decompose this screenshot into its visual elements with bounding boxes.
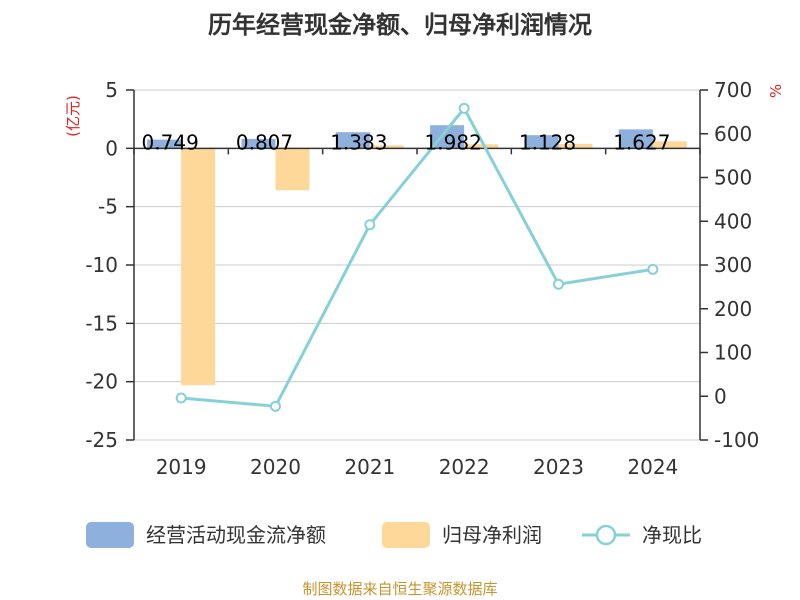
bar-series xyxy=(147,125,687,386)
left-axis-tick-label: -15 xyxy=(85,311,118,335)
legend-swatch-net-profit xyxy=(382,522,430,548)
legend-swatch-cashflow xyxy=(86,522,134,548)
x-axis-tick-label: 2022 xyxy=(439,455,490,479)
point-cash-ratio xyxy=(458,102,470,114)
bar-cashflow xyxy=(241,138,276,149)
data-labels: 0.749 0.807 1.383 1.982 1.128 1.627 xyxy=(142,130,671,154)
bar-cashflow xyxy=(335,132,370,149)
x-axis-tick-label: 2020 xyxy=(250,455,301,479)
x-axis-tick-label: 2019 xyxy=(156,455,207,479)
data-label-cashflow: 1.627 xyxy=(613,130,670,154)
left-axis-tick-label: -10 xyxy=(85,253,118,277)
point-cash-ratio xyxy=(175,392,187,404)
x-axis-tick-label: 2024 xyxy=(627,455,678,479)
right-axis-tick-label: 100 xyxy=(714,341,752,365)
legend-label-cashflow: 经营活动现金流净额 xyxy=(146,523,326,547)
bar-net-profit xyxy=(369,145,404,149)
x-axis-tick-label: 2023 xyxy=(533,455,584,479)
right-axis-tick-label: 700 xyxy=(714,78,752,102)
point-cash-ratio xyxy=(553,278,564,290)
line-cash-ratio xyxy=(181,105,654,408)
bar-cashflow xyxy=(430,125,465,149)
data-label-cashflow: 1.128 xyxy=(519,130,576,154)
bar-net-profit xyxy=(558,143,593,149)
left-axis-tick-label: -5 xyxy=(98,195,118,219)
legend-marker-cash-ratio xyxy=(595,524,617,546)
right-axis-tick-label: 600 xyxy=(714,122,752,146)
left-axis-tick-label: 5 xyxy=(105,78,118,102)
right-axis-tick-label: 500 xyxy=(714,166,752,190)
bar-cashflow xyxy=(618,129,653,149)
left-axis-tick-label: 0 xyxy=(105,136,118,160)
right-axis-unit: % xyxy=(767,84,785,98)
bar-net-profit xyxy=(652,141,687,149)
data-label-cashflow: 0.749 xyxy=(142,130,199,154)
left-axis-tick-label: -25 xyxy=(85,428,118,452)
data-label-cashflow: 1.982 xyxy=(425,130,482,154)
axes: 5 0 -5 -10 -15 -20 -25 700 600 500 400 300 200 100 0 -1… xyxy=(85,78,759,479)
data-label-cashflow: 0.807 xyxy=(236,130,293,154)
point-cash-ratio xyxy=(647,263,659,275)
bar-net-profit xyxy=(181,148,216,386)
grid-lines xyxy=(134,89,700,441)
point-cash-ratio xyxy=(270,400,281,412)
bar-cashflow xyxy=(147,139,182,149)
legend: 经营活动现金流净额 归母净利润 净现比 xyxy=(86,522,702,548)
line-series xyxy=(175,102,659,412)
legend-label-cash-ratio: 净现比 xyxy=(642,523,702,547)
data-source: 制图数据来自恒生聚源数据库 xyxy=(302,580,497,598)
left-axis-tick-label: -20 xyxy=(85,370,118,394)
right-axis-tick-label: 400 xyxy=(714,209,752,233)
right-axis-tick-label: 200 xyxy=(714,297,752,321)
x-axis-tick-label: 2021 xyxy=(344,455,395,479)
right-axis-tick-label: 300 xyxy=(714,253,752,277)
chart-title: 历年经营现金净额、归母净利润情况 xyxy=(208,11,592,39)
left-axis-unit: (亿元) xyxy=(64,95,82,137)
bar-net-profit xyxy=(464,144,499,149)
point-cash-ratio xyxy=(364,219,376,231)
legend-label-net-profit: 归母净利润 xyxy=(442,523,542,547)
right-axis-tick-label: -100 xyxy=(714,428,759,452)
data-label-cashflow: 1.383 xyxy=(330,130,387,154)
bar-net-profit xyxy=(275,148,310,191)
bar-cashflow xyxy=(524,135,559,149)
right-axis-tick-label: 0 xyxy=(714,384,727,408)
